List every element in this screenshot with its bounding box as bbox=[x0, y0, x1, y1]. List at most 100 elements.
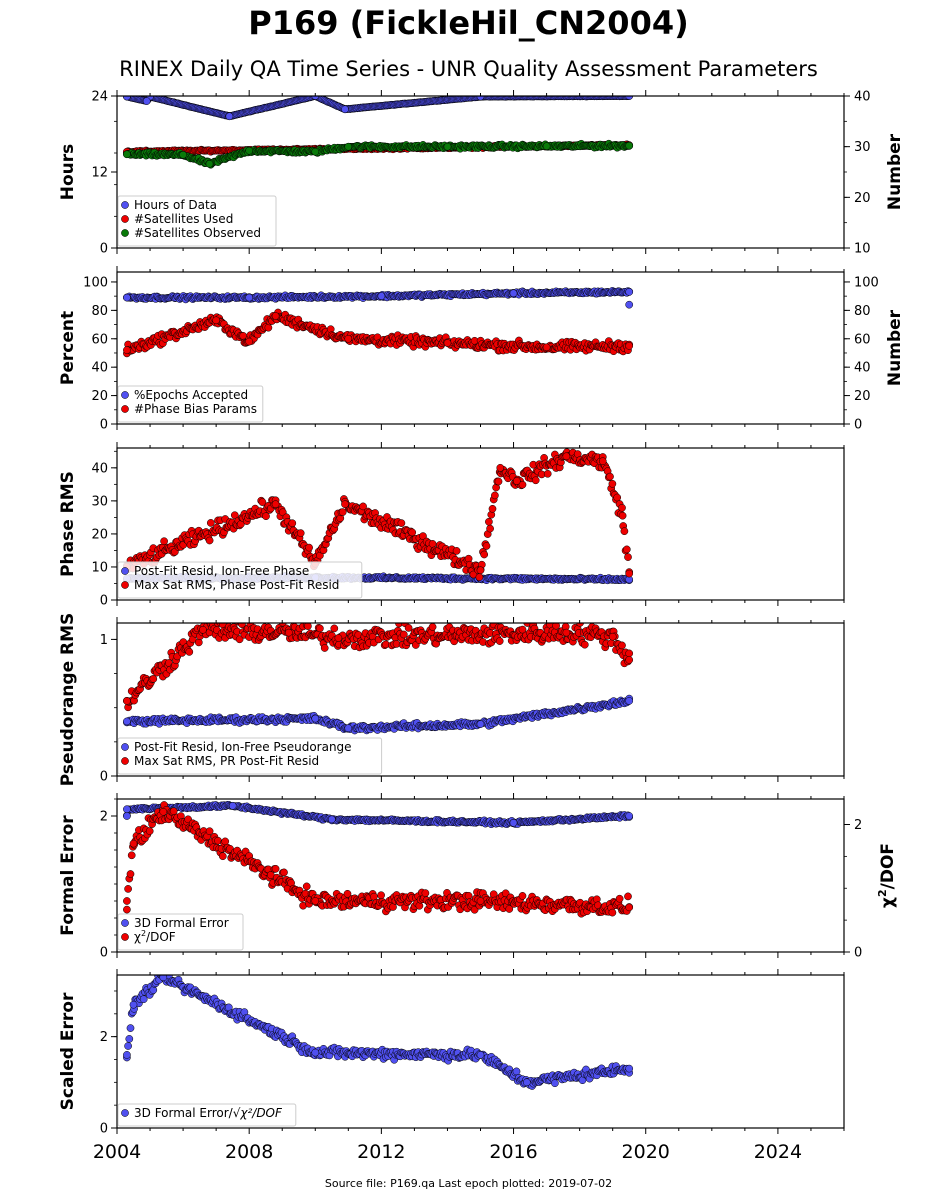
y-right-tick-label: 40 bbox=[854, 90, 871, 105]
legend-marker bbox=[121, 405, 129, 413]
data-point bbox=[271, 500, 280, 509]
data-point bbox=[552, 623, 560, 630]
data-point bbox=[179, 150, 187, 159]
series-2 bbox=[123, 448, 634, 582]
data-point bbox=[284, 628, 293, 637]
legend-marker bbox=[121, 229, 129, 237]
data-point bbox=[464, 891, 473, 900]
y-tick-label: 60 bbox=[91, 332, 108, 347]
data-point bbox=[245, 337, 254, 346]
legend-marker bbox=[121, 581, 129, 589]
y-tick-label: 40 bbox=[91, 461, 108, 476]
data-point bbox=[476, 566, 485, 575]
data-point bbox=[543, 469, 552, 478]
data-point bbox=[123, 346, 131, 354]
data-point bbox=[606, 472, 614, 481]
data-point bbox=[242, 615, 249, 622]
y-tick-label: 1 bbox=[100, 633, 108, 648]
data-point bbox=[598, 457, 607, 466]
y-right-tick-label: 20 bbox=[854, 389, 871, 404]
y-axis-label: Phase RMS bbox=[58, 471, 78, 577]
legend-box bbox=[117, 561, 363, 599]
y-tick-label: 0 bbox=[100, 770, 108, 785]
data-point bbox=[235, 635, 244, 644]
series-1 bbox=[123, 801, 634, 829]
data-point bbox=[344, 724, 353, 733]
data-point bbox=[205, 536, 214, 545]
data-point bbox=[327, 815, 336, 824]
data-point bbox=[399, 630, 408, 639]
series-3 bbox=[123, 139, 634, 169]
data-point bbox=[225, 112, 234, 121]
data-point bbox=[330, 624, 339, 633]
data-point bbox=[160, 537, 168, 546]
y-right-tick-label: 40 bbox=[854, 361, 871, 376]
data-point bbox=[341, 105, 349, 114]
data-point bbox=[199, 625, 207, 634]
data-point bbox=[245, 146, 254, 155]
data-point bbox=[377, 292, 386, 300]
data-point bbox=[518, 625, 527, 634]
data-point bbox=[580, 640, 589, 649]
x-ticks bbox=[116, 266, 845, 430]
data-point bbox=[205, 160, 214, 168]
legend-label: #Satellites Used bbox=[134, 212, 233, 226]
data-point bbox=[404, 624, 413, 632]
data-point bbox=[218, 852, 227, 861]
data-point bbox=[613, 493, 622, 502]
legend-label: Max Sat RMS, PR Post-Fit Resid bbox=[134, 754, 319, 768]
y-axis-right-label: Number bbox=[885, 133, 905, 210]
data-point bbox=[512, 477, 521, 485]
data-point bbox=[505, 905, 514, 913]
legend-marker bbox=[121, 743, 129, 751]
data-point bbox=[212, 316, 220, 325]
data-point bbox=[123, 697, 131, 705]
data-point bbox=[320, 644, 329, 652]
data-point bbox=[185, 648, 194, 656]
panel-2-points bbox=[123, 287, 634, 358]
y-tick-label: 0 bbox=[100, 242, 108, 257]
data-point bbox=[618, 641, 626, 650]
y-tick-label: 0 bbox=[100, 594, 108, 609]
data-point bbox=[421, 889, 430, 897]
data-point bbox=[562, 452, 571, 461]
series-2 bbox=[123, 615, 634, 712]
y-right-tick-label: 60 bbox=[854, 332, 871, 347]
panel-2: 020406080100Percent020406080100Number%Ep… bbox=[58, 266, 905, 433]
data-point bbox=[145, 827, 154, 835]
data-point bbox=[288, 519, 297, 528]
data-point bbox=[618, 511, 627, 520]
legend-label: #Phase Bias Params bbox=[134, 402, 257, 416]
data-point bbox=[262, 512, 270, 521]
data-point bbox=[359, 502, 367, 511]
legend-label: Hours of Data bbox=[134, 198, 217, 212]
data-point bbox=[618, 503, 626, 512]
data-point bbox=[124, 885, 132, 893]
legend-box bbox=[117, 385, 264, 423]
data-point bbox=[488, 504, 497, 513]
data-point bbox=[397, 519, 406, 527]
y-axis-label: Hours bbox=[58, 144, 78, 201]
data-point bbox=[194, 638, 203, 647]
data-point bbox=[419, 532, 427, 540]
data-point bbox=[495, 637, 504, 645]
data-point bbox=[624, 553, 632, 561]
data-point bbox=[494, 477, 503, 486]
x-ticks bbox=[116, 442, 845, 606]
data-point bbox=[625, 697, 634, 705]
y-axis-label: Pseudorange RMS bbox=[58, 613, 78, 787]
data-point bbox=[205, 827, 214, 836]
data-point bbox=[480, 550, 489, 559]
data-point bbox=[377, 891, 385, 900]
y-right-tick-label: 10 bbox=[854, 242, 871, 257]
data-point bbox=[542, 142, 551, 151]
data-point bbox=[622, 545, 631, 554]
data-point bbox=[123, 150, 131, 159]
data-point bbox=[344, 142, 353, 151]
